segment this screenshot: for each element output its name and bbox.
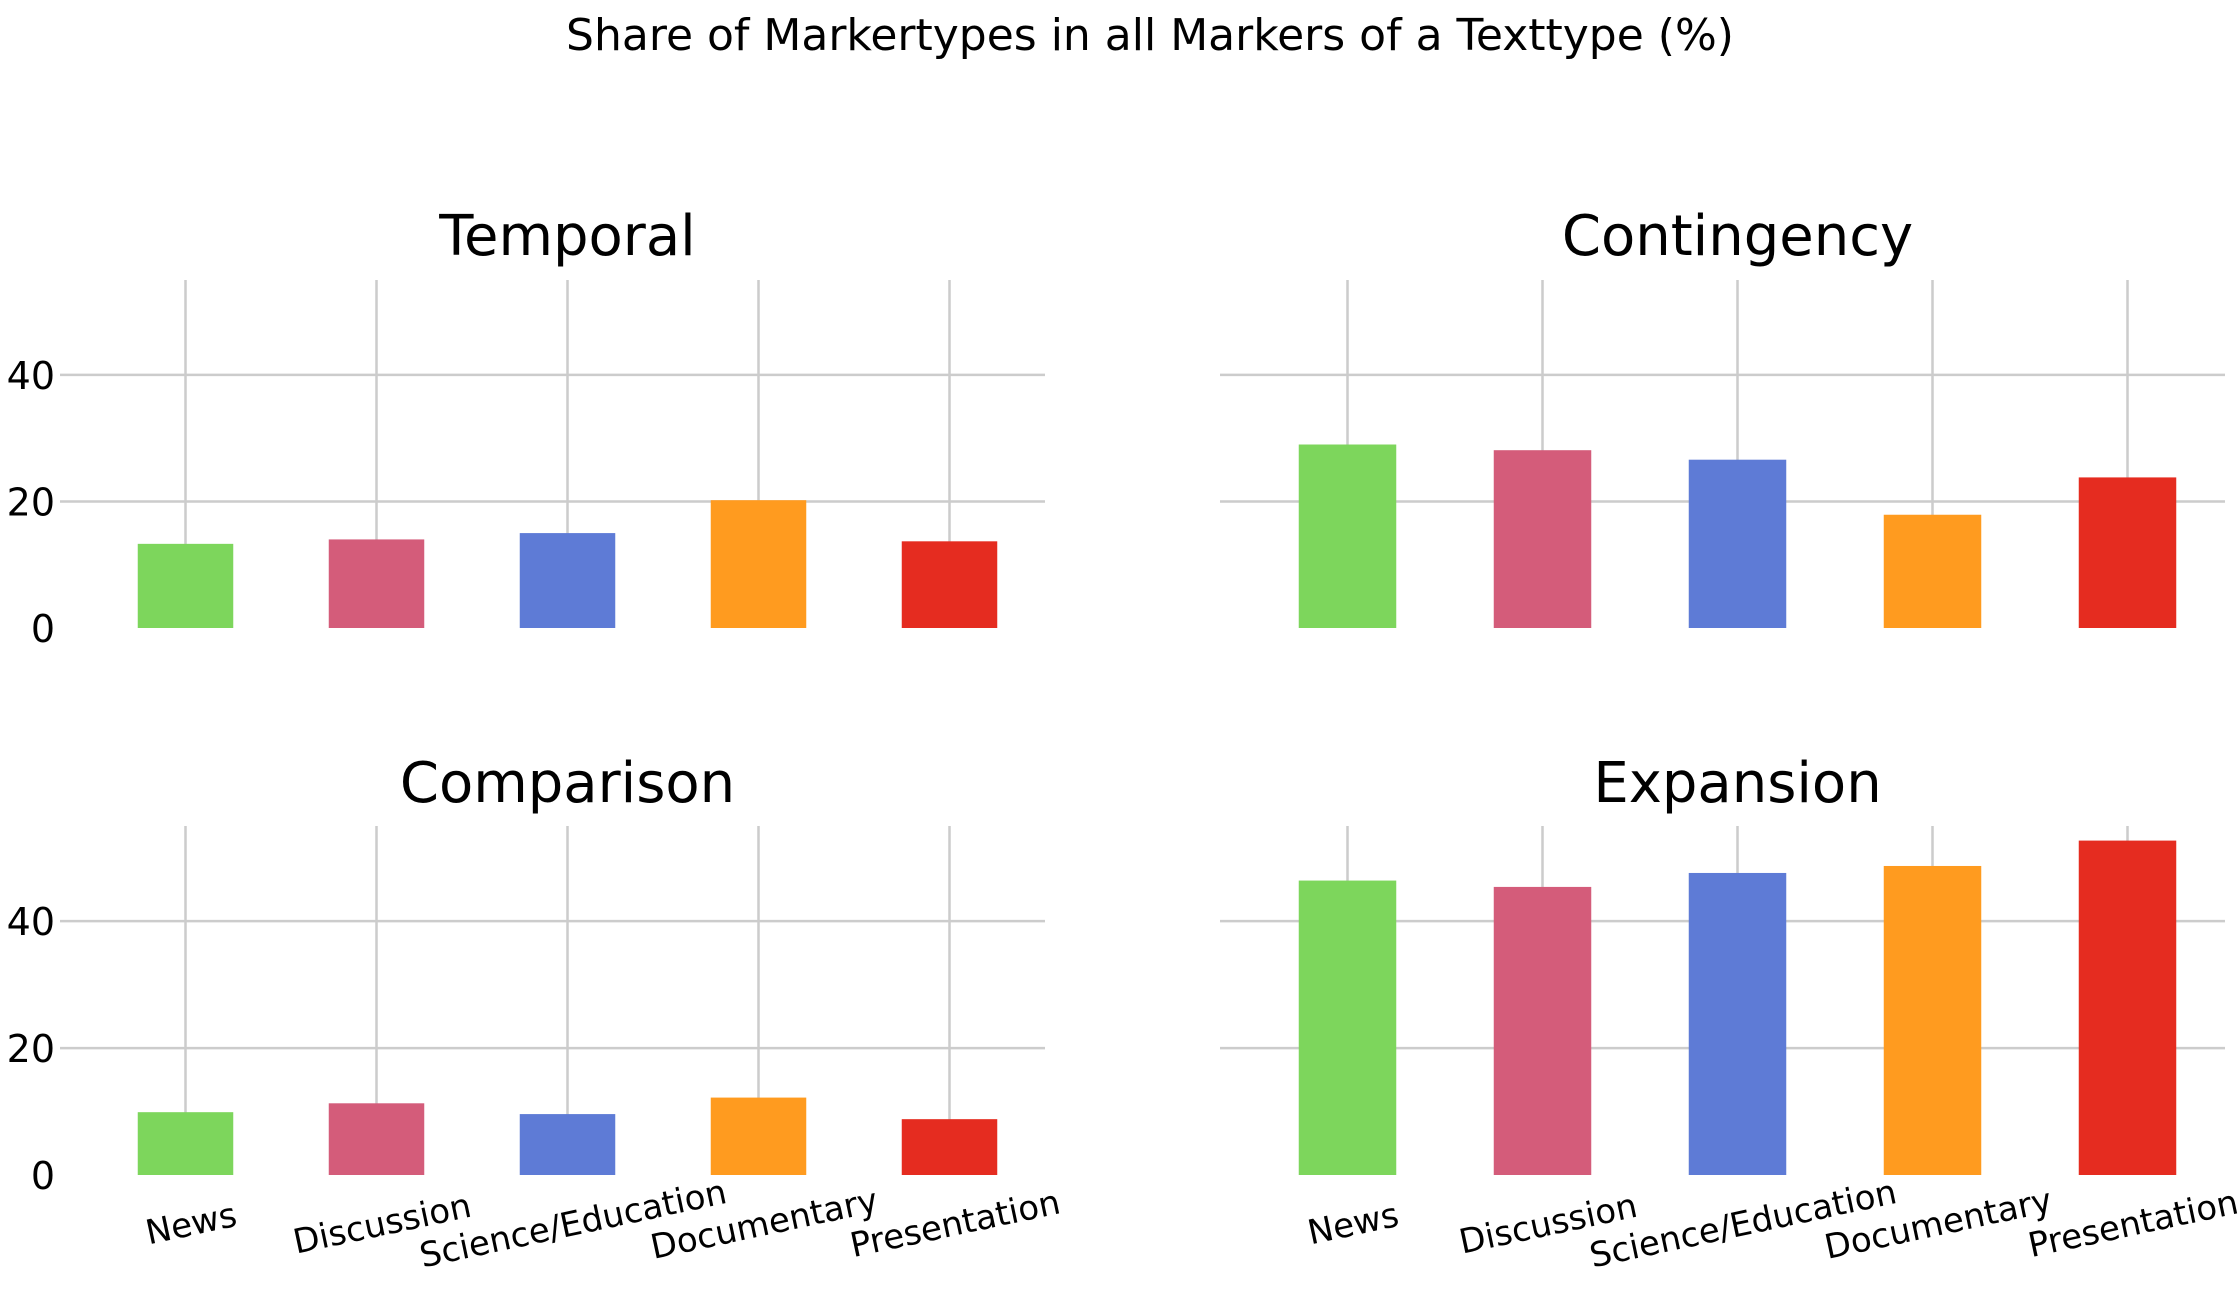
chart-panel: Contingency (1220, 204, 2225, 628)
y-tick-label: 20 (7, 480, 55, 524)
bar (137, 1112, 234, 1175)
bar (328, 1103, 425, 1175)
x-tick-label: Presentation (847, 1182, 1064, 1266)
x-tick-label: News (142, 1195, 240, 1253)
bar (1883, 865, 1982, 1175)
panel-title: Expansion (1593, 751, 1881, 816)
y-tick-label: 40 (7, 900, 55, 944)
panel-title: Comparison (400, 751, 735, 816)
bar (1688, 872, 1787, 1175)
bar (1493, 450, 1592, 628)
bar (137, 543, 234, 628)
y-tick-label: 0 (31, 607, 55, 651)
bar (1883, 514, 1982, 628)
chart-title: Share of Markertypes in all Markers of a… (566, 10, 1734, 61)
bar (710, 1097, 807, 1175)
y-tick-label: 20 (7, 1027, 55, 1071)
bar (710, 500, 807, 628)
bar (519, 1114, 616, 1175)
bar (1493, 886, 1592, 1175)
bar (2078, 477, 2177, 628)
bar (901, 1119, 998, 1175)
bar (901, 541, 998, 628)
bar (1298, 444, 1397, 628)
bar (1688, 459, 1787, 628)
x-tick-label: News (1304, 1195, 1402, 1253)
panel-title: Temporal (438, 204, 695, 269)
panel-title: Contingency (1562, 204, 1913, 269)
y-tick-label: 40 (7, 354, 55, 398)
bar (1298, 880, 1397, 1175)
bar (328, 539, 425, 628)
x-tick-label: Presentation (2025, 1182, 2238, 1266)
bar (2078, 840, 2177, 1175)
chart-panel: Temporal 0 20 40 (7, 204, 1045, 651)
bar (519, 533, 616, 628)
y-tick-label: 0 (31, 1154, 55, 1198)
